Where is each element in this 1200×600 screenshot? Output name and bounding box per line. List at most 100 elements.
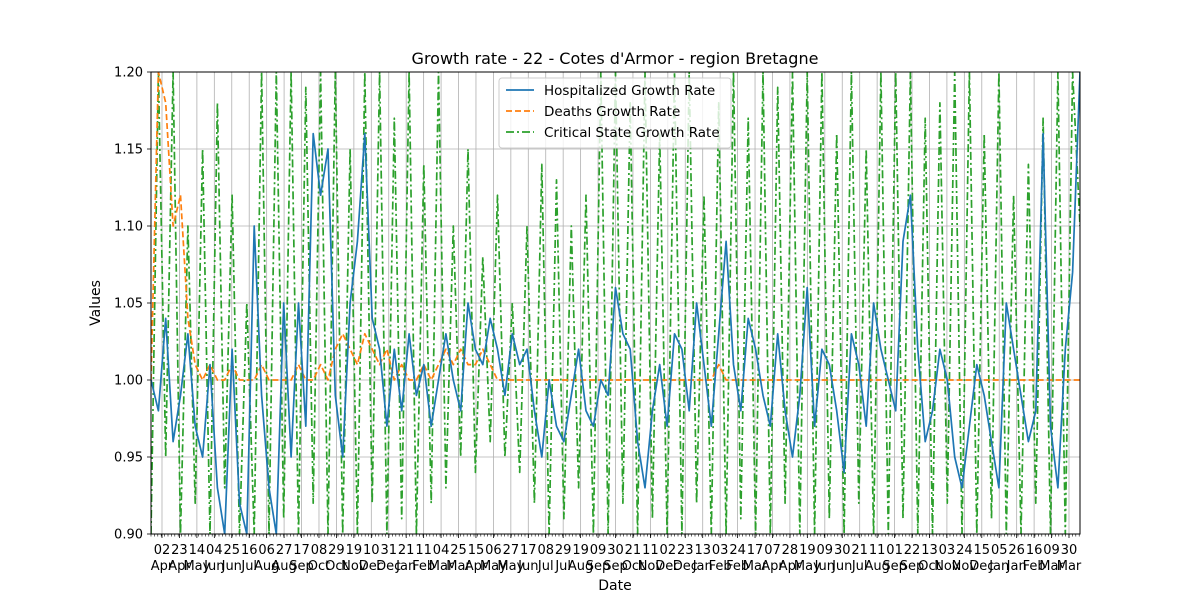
x-tick-label-day: 31 (380, 543, 397, 558)
x-tick-label-day: 08 (537, 543, 554, 558)
x-tick-label-day: 21 (398, 543, 415, 558)
x-tick-label-month: Jun (221, 559, 242, 574)
x-tick-label-month: Dec (969, 559, 994, 574)
x-tick-label-day: 23 (171, 543, 188, 558)
x-tick-label-month: Mar (1057, 559, 1082, 574)
y-tick-label: 1.15 (114, 143, 143, 158)
x-tick-label-month: Apr (779, 559, 802, 574)
x-tick-label-day: 30 (834, 543, 851, 558)
chart-title: Growth rate - 22 - Cotes d'Armor - regio… (412, 49, 819, 68)
x-tick-label-day: 04 (433, 543, 450, 558)
x-tick-label-month: Aug (568, 559, 593, 574)
x-tick-label-day: 19 (572, 543, 589, 558)
x-tick-label-month: Jun (814, 559, 835, 574)
x-tick-label-month: Sep (882, 559, 907, 574)
x-tick-label-month: Aug (254, 559, 279, 574)
x-tick-label-month: Sep (603, 559, 628, 574)
x-tick-label-day: 11 (415, 543, 432, 558)
x-tick-label-day: 19 (346, 543, 363, 558)
x-tick-label-day: 30 (607, 543, 624, 558)
x-tick-label-month: Apr (168, 559, 191, 574)
x-tick-label-day: 15 (468, 543, 485, 558)
x-tick-label-day: 06 (258, 543, 275, 558)
x-tick-label-day: 21 (851, 543, 868, 558)
x-tick-label-month: Mar (743, 559, 768, 574)
x-tick-label-month: Nov (934, 559, 960, 574)
x-tick-label-day: 30 (1061, 543, 1078, 558)
x-tick-label-day: 09 (590, 543, 607, 558)
x-tick-label-day: 14 (189, 543, 206, 558)
x-tick-label-day: 09 (817, 543, 834, 558)
x-tick-label-month: Jul (537, 559, 554, 574)
x-tick-label-day: 28 (782, 543, 799, 558)
x-tick-label-month: May (497, 559, 524, 574)
x-tick-label-month: Jun (203, 559, 224, 574)
x-tick-label-day: 02 (660, 543, 677, 558)
x-tick-label-day: 29 (555, 543, 572, 558)
x-tick-label-month: Jul (554, 559, 571, 574)
x-tick-label-month: Jan (1006, 559, 1027, 574)
legend-label-critical: Critical State Growth Rate (544, 125, 720, 141)
x-tick-label-month: Jul (240, 559, 257, 574)
series-line-deaths-growth-rate (151, 72, 1080, 381)
x-tick-label-month: Sep (289, 559, 314, 574)
x-tick-label-day: 03 (712, 543, 729, 558)
x-tick-label-month: Aug (271, 559, 296, 574)
x-tick-label-month: Oct (325, 559, 347, 574)
x-tick-label-month: Mar (446, 559, 471, 574)
x-tick-label-day: 05 (991, 543, 1008, 558)
x-tick-label-day: 02 (154, 543, 171, 558)
x-tick-label-day: 27 (276, 543, 293, 558)
x-tick-label-day: 04 (206, 543, 223, 558)
x-tick-label-month: May (480, 559, 507, 574)
legend: Hospitalized Growth Rate Deaths Growth R… (498, 77, 732, 149)
x-tick-label-day: 09 (1043, 543, 1060, 558)
x-tick-label-day: 06 (485, 543, 502, 558)
x-tick-label-month: Nov (952, 559, 978, 574)
x-tick-label-day: 23 (677, 543, 694, 558)
x-tick-label-month: May (183, 559, 210, 574)
x-tick-label-day: 17 (747, 543, 764, 558)
x-tick-label-day: 17 (293, 543, 310, 558)
y-axis: 0.90 0.95 1.00 1.05 1.10 1.15 1.20 (114, 66, 151, 543)
x-tick-label-month: Sep (900, 559, 925, 574)
x-tick-label-day: 15 (974, 543, 991, 558)
x-tick-label-day: 10 (363, 543, 380, 558)
x-tick-label-month: Feb (1023, 559, 1046, 574)
series-layer (151, 72, 1080, 534)
legend-label-hospitalized: Hospitalized Growth Rate (544, 83, 715, 99)
x-tick-label-day: 13 (921, 543, 938, 558)
x-tick-label-month: Nov (638, 559, 664, 574)
x-tick-label-month: Mar (1039, 559, 1064, 574)
x-tick-label-day: 19 (799, 543, 816, 558)
x-tick-label-month: Jan (988, 559, 1009, 574)
grid-lines (151, 71, 1080, 535)
x-tick-label-day: 27 (503, 543, 520, 558)
series-line-critical-state-growth-rate (151, 72, 1080, 534)
x-tick-label-day: 24 (729, 543, 746, 558)
legend-label-deaths: Deaths Growth Rate (544, 104, 680, 120)
x-tick-label-day: 08 (311, 543, 328, 558)
x-tick-label-month: Dec (376, 559, 401, 574)
x-tick-label-day: 03 (939, 543, 956, 558)
x-tick-label-day: 25 (450, 543, 467, 558)
x-tick-label-month: Jan (692, 559, 713, 574)
x-tick-label-month: Apr (465, 559, 488, 574)
x-tick-label-month: Feb (412, 559, 435, 574)
x-tick-label-day: 11 (642, 543, 659, 558)
x-tick-label-day: 21 (625, 543, 642, 558)
x-tick-label-month: Oct (622, 559, 644, 574)
legend-box (498, 77, 732, 149)
x-tick-label-month: Apr (151, 559, 174, 574)
x-axis: 02Apr23Apr14May04Jun25Jun16Jul06Aug27Aug… (150, 534, 1082, 574)
x-tick-label-day: 13 (694, 543, 711, 558)
x-tick-label-day: 11 (869, 543, 886, 558)
x-tick-label-month: Oct (918, 559, 940, 574)
y-axis-label: Values (88, 280, 104, 326)
x-tick-label-month: Dec (655, 559, 680, 574)
series-line-hospitalized-growth-rate (151, 72, 1080, 534)
x-tick-label-month: Dec (359, 559, 384, 574)
x-tick-label-day: 16 (241, 543, 258, 558)
